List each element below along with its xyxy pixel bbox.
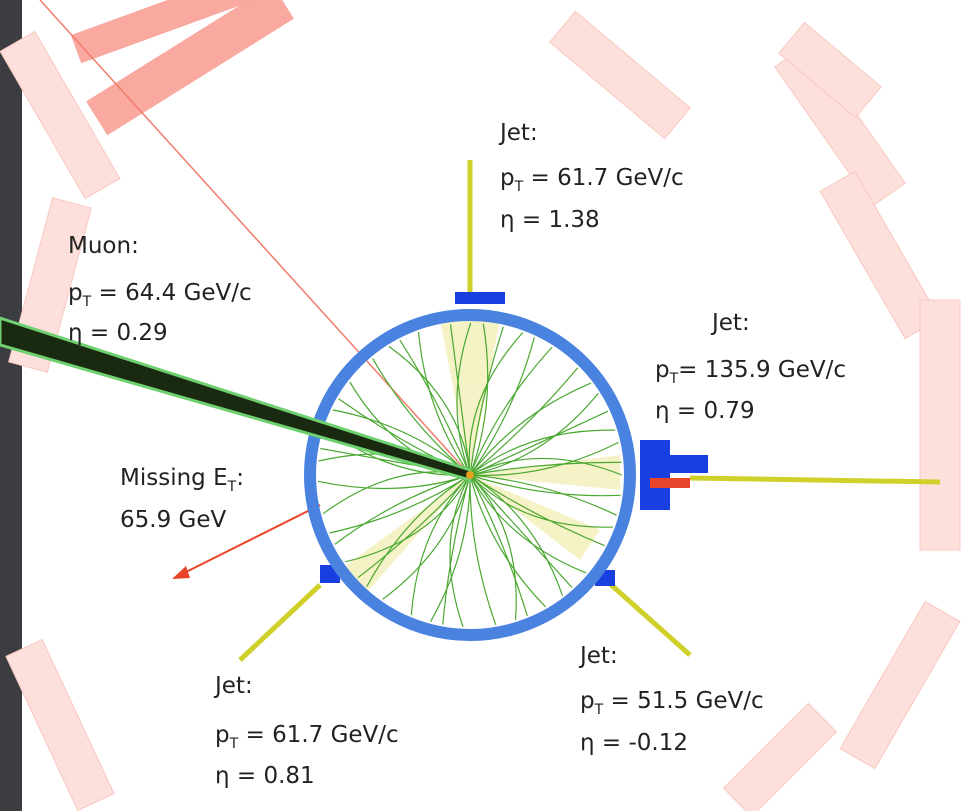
label-title: Jet: [498,120,538,146]
pt-value: = 135.9 GeV/c [678,357,846,383]
pt-value: = 61.7 GeV/c [238,722,399,748]
label-pt: pT = 51.5 GeV/c [580,688,764,718]
event-display: Jet: pT = 61.7 GeV/c η = 1.38 Muon: pT =… [0,0,961,811]
em-deposit [650,478,690,488]
pt-subscript: T [82,294,92,310]
label-eta: η = -0.12 [580,730,688,756]
pt-subscript: T [514,179,524,195]
missing-subscript: T [227,479,237,495]
missing-title: Missing E [120,465,228,491]
pt-value: = 64.4 GeV/c [91,280,252,306]
page: Jet: pT = 61.7 GeV/c η = 1.38 Muon: pT =… [0,0,961,811]
pt-symbol: p [655,357,670,383]
missing-value: 65.9 GeV [120,507,226,533]
label-pt: pT = 61.7 GeV/c [215,722,399,752]
label-pt: pT= 135.9 GeV/c [655,357,846,387]
label-eta: η = 0.29 [68,320,168,346]
pt-subscript: T [229,736,239,752]
label-title: Missing ET: [120,465,244,495]
label-pt: pT = 61.7 GeV/c [500,165,684,195]
label-pt: pT = 64.4 GeV/c [68,280,252,310]
label-title: Muon: [68,233,139,259]
pt-value: = 61.7 GeV/c [523,165,684,191]
label-title: Jet: [578,643,618,669]
pt-symbol: p [500,165,515,191]
label-eta: η = 0.79 [655,398,755,424]
label-title: Jet: [710,310,750,336]
pt-subscript: T [669,371,679,387]
pt-value: = 51.5 GeV/c [603,688,764,714]
label-title: Jet: [213,673,253,699]
vertex [466,471,474,479]
missing-colon: : [236,465,244,491]
label-eta: η = 0.81 [215,763,315,789]
label-eta: η = 1.38 [500,207,600,233]
pt-symbol: p [68,280,83,306]
pt-symbol: p [580,688,595,714]
pt-symbol: p [215,722,230,748]
pt-subscript: T [594,702,604,718]
